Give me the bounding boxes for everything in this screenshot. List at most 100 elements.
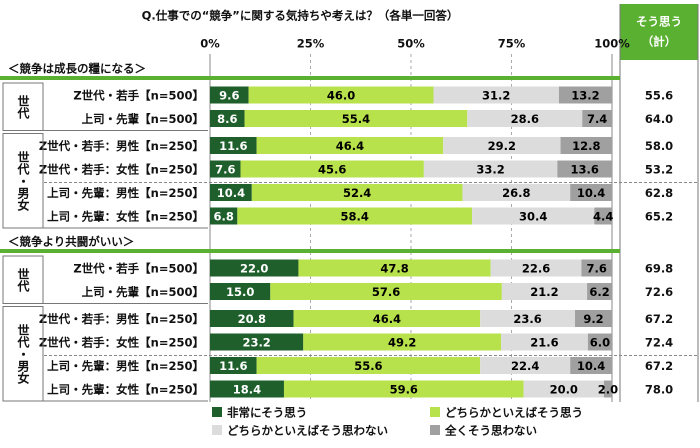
section-title: ＜競争より共闘がいい＞ (8, 235, 134, 249)
legend-swatch (212, 425, 222, 435)
bar-segment (587, 333, 612, 351)
data-label: 33.2 (476, 163, 504, 177)
bar-segment (210, 86, 249, 104)
bar-segment (298, 259, 491, 277)
data-label: 10.4 (577, 186, 605, 200)
bar-segment (210, 137, 257, 154)
legend-label: 非常にそう思う (227, 406, 307, 420)
bar-segment (237, 207, 473, 225)
data-label: 23.2 (242, 336, 270, 350)
data-label: 29.2 (488, 139, 516, 153)
total-header: そう思う (636, 15, 682, 29)
data-label: 10.4 (577, 359, 605, 373)
data-label: 22.6 (522, 262, 550, 276)
total-label: 67.2 (645, 359, 673, 373)
bar-segment (480, 357, 571, 374)
x-tick-label: 25% (297, 37, 325, 51)
bar-segment (480, 310, 576, 327)
bar-segment (575, 310, 612, 327)
category-label: 上司・先輩【n=500】 (82, 112, 204, 126)
bar-segment (303, 333, 502, 351)
data-label: 11.6 (219, 139, 247, 153)
section-band (0, 249, 620, 253)
data-label: 23.6 (513, 312, 541, 326)
bar-segment (210, 283, 271, 300)
total-label: 64.0 (645, 112, 673, 126)
group-label: 世代 (16, 266, 30, 292)
category-label: 上司・先輩：女性【n=250】 (47, 210, 204, 224)
category-label: Z世代・若手：男性【n=250】 (39, 312, 204, 326)
bar-segment (560, 137, 612, 154)
group-label: 世代 (16, 93, 30, 119)
data-label: 59.6 (390, 383, 418, 397)
total-label: 58.0 (645, 139, 673, 153)
data-label: 31.2 (482, 89, 510, 103)
data-label: 15.0 (226, 285, 254, 299)
data-label: 13.2 (571, 89, 599, 103)
total-header: （計） (642, 35, 677, 49)
bar-segment (490, 259, 582, 277)
bar-segment (248, 86, 434, 104)
data-label: 8.6 (217, 112, 237, 126)
data-label: 4.4 (593, 210, 613, 224)
bar-segment (501, 333, 588, 351)
bar-segment (557, 160, 612, 178)
bar-segment (270, 283, 502, 300)
category-label: 上司・先輩：男性【n=250】 (47, 359, 204, 373)
legend-label: 全くそう思わない (444, 424, 537, 438)
data-label: 20.0 (550, 383, 578, 397)
bar-segment (501, 283, 588, 300)
bar-segment (251, 184, 463, 201)
total-label: 67.2 (645, 312, 673, 326)
data-label: 28.6 (511, 112, 539, 126)
data-label: 12.8 (572, 139, 600, 153)
data-label: 49.2 (388, 336, 416, 350)
data-label: 45.6 (318, 163, 346, 177)
data-label: 52.4 (343, 186, 371, 200)
data-label: 6.0 (590, 336, 610, 350)
bar-segment (472, 207, 595, 225)
total-label: 72.6 (645, 285, 673, 299)
data-label: 21.2 (530, 285, 558, 299)
bar-segment (240, 160, 424, 178)
x-tick-label: 100% (594, 37, 630, 51)
group-label: 世代・男女 (16, 149, 30, 211)
data-label: 21.6 (530, 336, 558, 350)
data-label: 9.2 (583, 312, 603, 326)
bar-segment (244, 110, 468, 127)
bar-segment (256, 137, 444, 154)
data-label: 46.4 (373, 312, 401, 326)
data-label: 22.0 (240, 262, 268, 276)
x-tick-label: 75% (498, 37, 526, 51)
bar-segment (433, 86, 559, 104)
data-label: 46.0 (327, 89, 355, 103)
category-label: 上司・先輩：男性【n=250】 (47, 186, 204, 200)
total-header-bg (620, 4, 698, 60)
data-label: 10.4 (217, 186, 245, 200)
data-label: 7.6 (215, 163, 235, 177)
bar-segment (210, 110, 245, 127)
bar-segment (603, 380, 612, 398)
bar-segment (210, 160, 241, 178)
category-label: 上司・先輩：女性【n=250】 (47, 383, 204, 397)
bar-segment (443, 137, 561, 154)
total-label: 78.0 (645, 383, 673, 397)
group-label: 世代・男女 (16, 322, 30, 384)
category-label: Z世代・若手：女性【n=250】 (39, 336, 204, 350)
x-tick-label: 50% (397, 37, 425, 51)
bar-segment (210, 184, 252, 201)
category-label: Z世代・若手【n=500】 (73, 262, 204, 276)
bar-segment (210, 207, 238, 225)
data-label: 57.6 (372, 285, 400, 299)
bar-segment (210, 310, 294, 327)
legend-label: どちらかといえばそう思わない (227, 424, 388, 438)
total-label: 55.6 (645, 89, 673, 103)
legend-swatch (212, 407, 222, 417)
bar-segment (570, 357, 612, 374)
bar-segment (587, 283, 612, 300)
category-label: 上司・先輩【n=500】 (82, 285, 204, 299)
data-label: 46.4 (336, 139, 364, 153)
bar-segment (467, 110, 583, 127)
bar-segment (210, 357, 257, 374)
